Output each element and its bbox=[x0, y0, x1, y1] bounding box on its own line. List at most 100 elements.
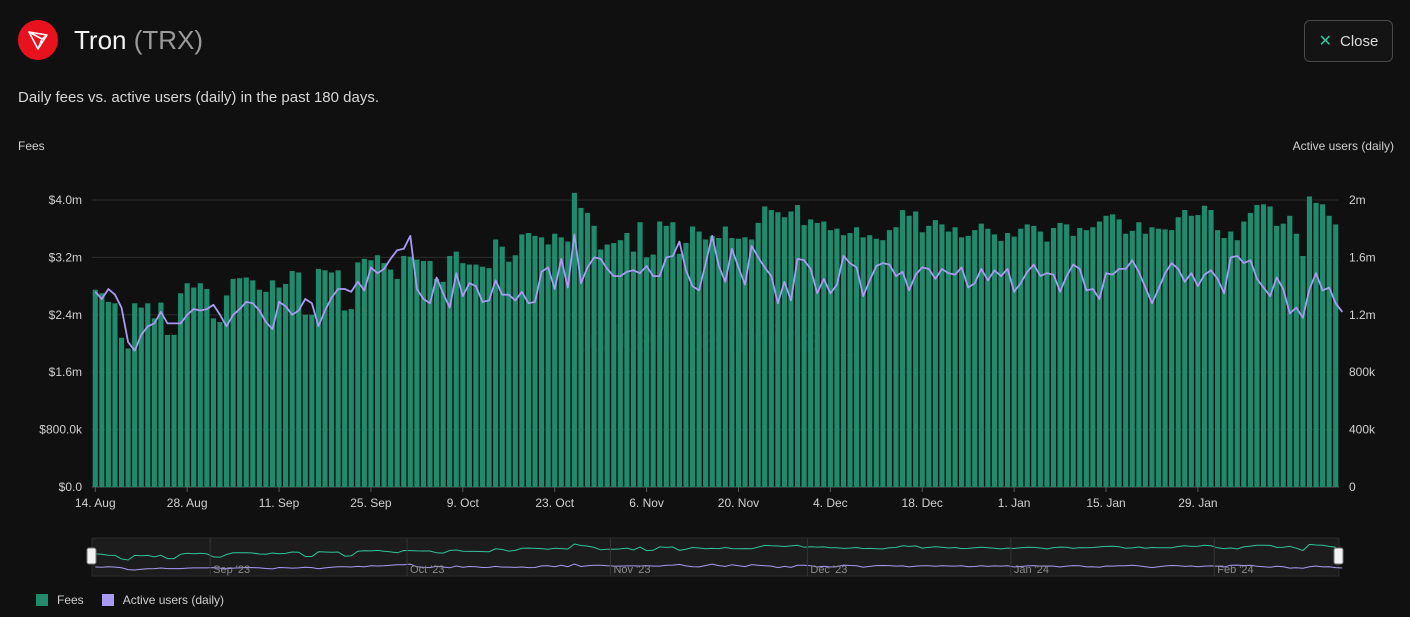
left-axis-title: Fees bbox=[18, 139, 45, 153]
fee-bar bbox=[834, 228, 840, 487]
fee-bar bbox=[519, 234, 525, 487]
fee-bar bbox=[899, 210, 906, 488]
fee-bar bbox=[880, 240, 886, 487]
fee-bar bbox=[1077, 227, 1083, 488]
fee-bar bbox=[1333, 224, 1339, 487]
fee-bar bbox=[801, 225, 807, 488]
fee-bar bbox=[1313, 202, 1319, 487]
fee-bar bbox=[204, 288, 210, 487]
fee-bar bbox=[427, 260, 433, 487]
legend-swatch-users bbox=[101, 594, 114, 606]
x-tick-label: 25. Sep bbox=[350, 496, 392, 510]
y-tick-label-left: $4.0m bbox=[49, 193, 82, 207]
close-button[interactable]: ✕ Close bbox=[1304, 20, 1393, 62]
fee-bar bbox=[571, 192, 577, 487]
fee-bar bbox=[991, 234, 998, 487]
chart-subtitle: Daily fees vs. active users (daily) in t… bbox=[18, 89, 379, 106]
fee-bar bbox=[703, 239, 709, 487]
navigator-handle-left[interactable] bbox=[86, 547, 97, 565]
fee-bar bbox=[886, 230, 893, 487]
x-tick-label: 15. Jan bbox=[1086, 496, 1125, 510]
fee-bar bbox=[479, 266, 486, 487]
fee-bar bbox=[1018, 228, 1024, 487]
fee-bar bbox=[355, 262, 361, 487]
fee-bar bbox=[1169, 230, 1175, 487]
fee-bar bbox=[1004, 233, 1011, 487]
fee-bar bbox=[532, 235, 538, 487]
fee-bar bbox=[1031, 225, 1037, 487]
fee-bar bbox=[821, 221, 827, 487]
fee-bar bbox=[808, 219, 814, 487]
fee-bar bbox=[749, 239, 755, 487]
fee-bar bbox=[1103, 215, 1109, 487]
fee-bar bbox=[676, 253, 682, 487]
fee-bar bbox=[959, 237, 965, 487]
fee-bar bbox=[867, 235, 873, 487]
fee-bar bbox=[1215, 230, 1221, 487]
fee-bar bbox=[1129, 230, 1135, 487]
fee-bar bbox=[328, 272, 335, 487]
fee-bar bbox=[1287, 215, 1293, 487]
x-tick-label: 9. Oct bbox=[447, 496, 480, 510]
fee-bar bbox=[689, 226, 696, 488]
fee-bar bbox=[827, 230, 833, 487]
fee-bar bbox=[650, 254, 656, 487]
fee-bar bbox=[716, 238, 722, 487]
fee-bar bbox=[768, 210, 774, 488]
legend-item-fees[interactable]: Fees bbox=[36, 593, 84, 607]
navigator-handle-right[interactable] bbox=[1333, 547, 1344, 565]
fee-bar bbox=[1280, 223, 1286, 488]
fee-bar bbox=[637, 222, 643, 487]
fee-bar bbox=[1326, 215, 1332, 487]
fee-bar bbox=[847, 233, 853, 487]
fee-bar bbox=[394, 278, 400, 487]
fee-bar bbox=[145, 303, 151, 487]
fee-bar bbox=[1274, 225, 1280, 487]
fee-bar bbox=[250, 280, 256, 487]
fee-bar bbox=[794, 205, 801, 487]
fee-bar bbox=[237, 278, 243, 487]
fee-bar bbox=[512, 255, 518, 487]
fee-bar bbox=[1050, 227, 1057, 488]
fee-bar bbox=[742, 237, 748, 487]
fee-bar bbox=[893, 227, 899, 487]
fee-bar bbox=[315, 268, 322, 487]
fee-bar bbox=[473, 264, 479, 487]
fee-bar bbox=[663, 225, 669, 487]
x-tick-label: 6. Nov bbox=[629, 496, 664, 510]
fee-bar bbox=[670, 222, 676, 487]
navigator-users-line bbox=[95, 563, 1343, 571]
fee-bar bbox=[538, 237, 545, 487]
fee-bar bbox=[1037, 231, 1043, 487]
fee-bar bbox=[624, 233, 630, 487]
fee-bar bbox=[696, 231, 702, 487]
fee-bar bbox=[545, 244, 551, 487]
fee-bar bbox=[1083, 230, 1089, 487]
fee-bar bbox=[1306, 196, 1313, 487]
legend-item-users[interactable]: Active users (daily) bbox=[101, 593, 224, 607]
fee-bar bbox=[1149, 227, 1155, 487]
fee-bar bbox=[873, 238, 879, 487]
fee-bar bbox=[440, 281, 446, 487]
fee-bar bbox=[709, 235, 715, 487]
fee-bar bbox=[381, 263, 387, 487]
fee-bar bbox=[342, 310, 348, 487]
fee-bar bbox=[762, 206, 768, 487]
fee-bar bbox=[125, 348, 131, 487]
fee-bar bbox=[466, 264, 472, 487]
fee-bar bbox=[952, 227, 958, 487]
fee-bar bbox=[578, 207, 584, 487]
fee-bar bbox=[939, 224, 945, 487]
fee-bar bbox=[401, 255, 407, 487]
fee-bar bbox=[99, 293, 105, 487]
fee-bar bbox=[1024, 224, 1030, 487]
fee-bar bbox=[132, 303, 138, 487]
fee-bar bbox=[388, 269, 394, 487]
fee-bar bbox=[1188, 215, 1194, 487]
y-tick-label-left: $1.6m bbox=[49, 365, 82, 379]
tron-logo-icon bbox=[18, 20, 58, 60]
fee-bar bbox=[1260, 204, 1267, 487]
fee-bar bbox=[1123, 233, 1129, 487]
fee-bar bbox=[630, 251, 637, 487]
fee-bar bbox=[1090, 227, 1096, 487]
